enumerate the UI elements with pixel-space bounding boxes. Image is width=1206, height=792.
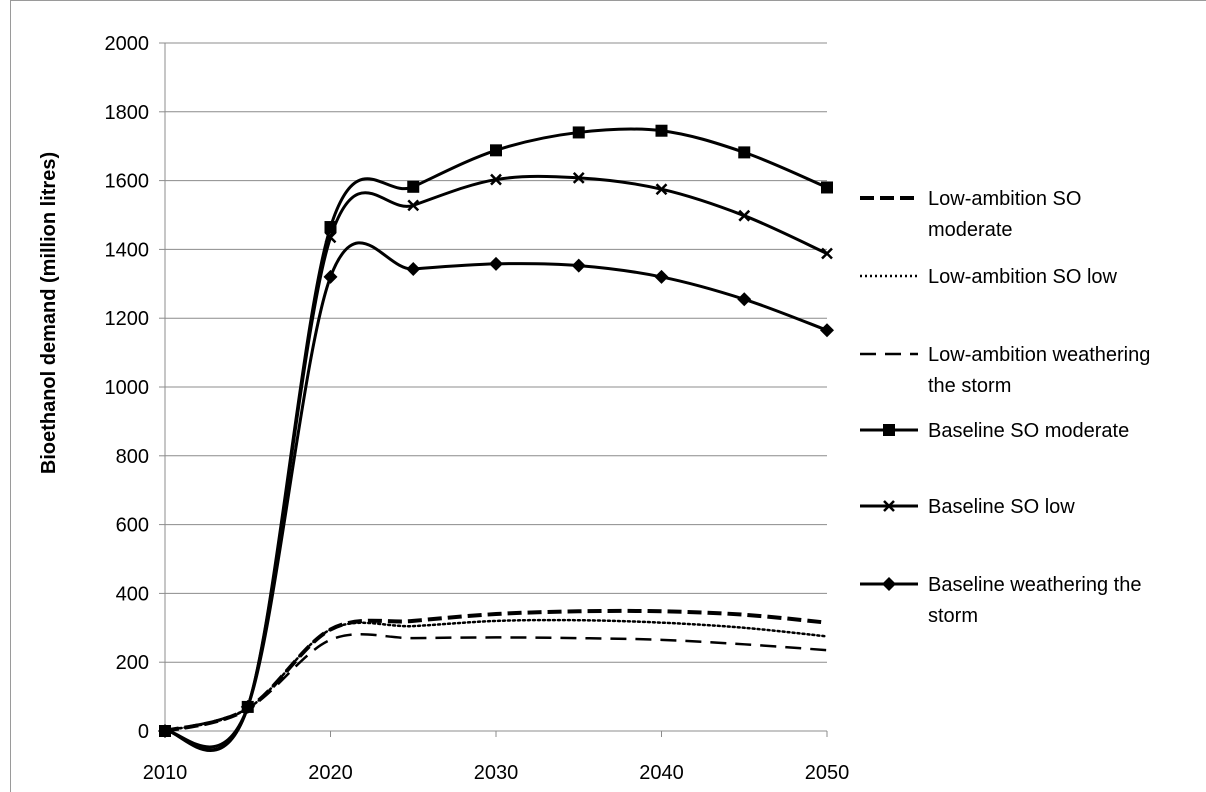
- data-point: [882, 577, 896, 591]
- data-point: [821, 247, 833, 260]
- legend-label: Baseline SO moderate: [928, 420, 1129, 442]
- data-point: [737, 292, 752, 307]
- data-point: [820, 323, 834, 338]
- y-tick-label: 200: [116, 652, 149, 674]
- legend: Low-ambition SO moderate Low-ambition SO l…: [860, 188, 1150, 627]
- data-point: [655, 124, 668, 137]
- legend-item-1: Low-ambition SO moderate: [860, 188, 1081, 241]
- data-point: [572, 126, 585, 139]
- series-line: [164, 608, 828, 733]
- y-tick-label: 1400: [105, 239, 150, 261]
- series-6: [158, 241, 834, 749]
- data-point: [821, 181, 833, 194]
- data-point: [883, 500, 895, 512]
- legend-label: Low-ambition SO low: [928, 266, 1118, 288]
- data-point: [323, 269, 338, 284]
- legend-label: Baseline weathering the: [928, 574, 1141, 596]
- chart-frame: [10, 0, 1206, 792]
- y-tick-label: 1000: [105, 377, 150, 399]
- data-point: [571, 258, 586, 273]
- gridlines: [165, 42, 827, 663]
- data-point: [240, 699, 255, 714]
- data-point: [490, 144, 502, 157]
- data-point: [489, 256, 503, 271]
- y-tick-label: 400: [116, 583, 149, 605]
- x-tick-label: 2010: [143, 762, 188, 784]
- y-tick-label: 1600: [105, 171, 150, 193]
- legend-label: the storm: [928, 375, 1011, 397]
- series-line: [163, 618, 829, 733]
- y-tick-label: 2000: [105, 33, 150, 55]
- data-point: [158, 724, 172, 738]
- series-line: [164, 241, 828, 749]
- series-group: [158, 124, 834, 752]
- legend-label: Low-ambition SO: [928, 188, 1081, 210]
- series-3: [164, 633, 828, 733]
- series-2: [163, 618, 829, 733]
- legend-label: storm: [928, 605, 978, 627]
- axes: 0 200 400 600 800 1000 1200 1400 1600 1800 2000 201…: [105, 33, 850, 784]
- data-point: [406, 262, 421, 277]
- legend-label: Low-ambition weathering: [928, 344, 1150, 366]
- x-tick-label: 2030: [474, 762, 519, 784]
- y-tick-label: 1800: [105, 102, 150, 124]
- data-point: [883, 424, 895, 436]
- y-tick-label: 800: [116, 446, 149, 468]
- y-tick-label: 600: [116, 515, 149, 537]
- data-point: [407, 199, 420, 212]
- x-tick-label: 2040: [639, 762, 684, 784]
- x-tick-label: 2050: [805, 762, 850, 784]
- legend-item-6: Baseline weathering the storm: [860, 574, 1141, 627]
- legend-item-5: Baseline SO low: [860, 496, 1075, 518]
- legend-item-4: Baseline SO moderate: [860, 420, 1129, 442]
- data-point: [572, 171, 585, 184]
- data-point: [655, 183, 668, 196]
- series-line: [164, 127, 828, 752]
- legend-item-3: Low-ambition weathering the storm: [860, 344, 1150, 397]
- data-point: [407, 180, 420, 193]
- series-line: [164, 633, 828, 733]
- legend-label: moderate: [928, 219, 1013, 241]
- legend-item-2: Low-ambition SO low: [860, 266, 1118, 288]
- data-point: [654, 269, 669, 284]
- y-tick-label: 0: [138, 721, 149, 743]
- x-tick-label: 2020: [308, 762, 353, 784]
- data-point: [738, 209, 751, 222]
- y-axis-title: Bioethanol demand (million litres): [38, 152, 60, 474]
- data-point: [490, 173, 502, 186]
- data-point: [738, 146, 751, 159]
- data-point: [324, 231, 337, 244]
- series-1: [164, 608, 828, 733]
- y-tick-label: 1200: [105, 308, 150, 330]
- legend-label: Baseline SO low: [928, 496, 1075, 518]
